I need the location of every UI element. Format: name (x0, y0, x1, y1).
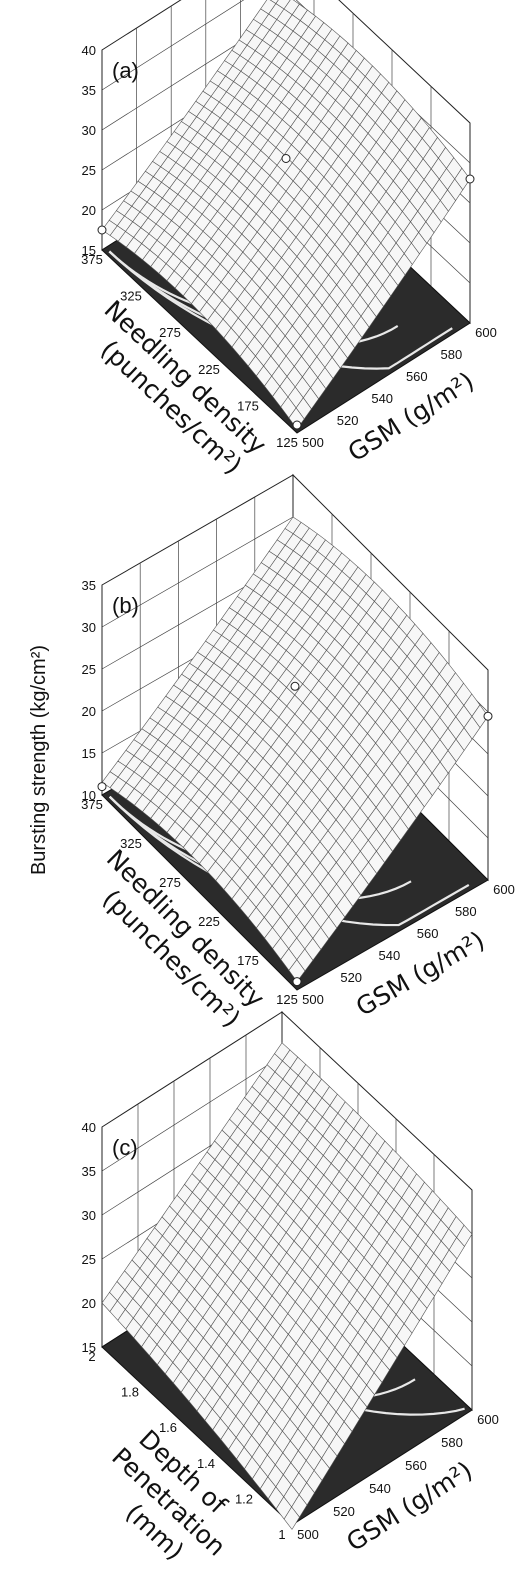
z-tick-label: 25 (82, 662, 96, 677)
x-tick-label: 1 (278, 1527, 285, 1542)
response-surface (101, 516, 489, 983)
z-tick-label: 15 (82, 243, 96, 258)
y-tick-label: 500 (302, 435, 324, 450)
surface-cell (288, 959, 306, 983)
z-tick-label: 30 (82, 620, 96, 635)
panel-c: 15 20 25 30 35 40 2 1.8 1.6 1.4 1.2 1 500 520 540 560 58… (82, 1010, 499, 1566)
design-point (465, 174, 475, 184)
x-tick-label: 325 (120, 836, 142, 851)
x-tick-label: 1.4 (197, 1456, 215, 1471)
y-tick-label: 540 (371, 391, 393, 406)
design-point (290, 681, 300, 691)
z-tick-label: 25 (82, 163, 96, 178)
design-point (97, 782, 107, 792)
design-points (97, 681, 493, 987)
y-tick-label: 600 (493, 882, 515, 897)
response-surface (101, 1042, 473, 1530)
z-tick-label: 40 (82, 1120, 96, 1135)
y-tick-label: 500 (297, 1527, 319, 1542)
y-tick-label: 520 (340, 970, 362, 985)
y-tick-label: 560 (405, 1458, 427, 1473)
surface-cell (283, 1506, 300, 1530)
design-points (97, 154, 475, 430)
panel-label: (b) (112, 593, 139, 618)
y-tick-label: 560 (406, 369, 428, 384)
z-tick-label: 20 (82, 704, 96, 719)
x-tick-label: 275 (159, 875, 181, 890)
y-tick-label: 580 (441, 1435, 463, 1450)
design-point (483, 711, 493, 721)
x-tick-label: 325 (120, 289, 142, 304)
x-tick-label: 175 (237, 398, 259, 413)
z-tick-label: 35 (82, 1164, 96, 1179)
y-axis-ticks: 500 520 540 560 580 600 (302, 325, 497, 450)
x-tick-label: 125 (276, 435, 298, 450)
y-tick-label: 560 (417, 926, 439, 941)
x-axis-ticks: 2 1.8 1.6 1.4 1.2 1 (88, 1349, 285, 1542)
z-axis-ticks: 15 20 25 30 35 40 (82, 43, 96, 258)
x-tick-label: 375 (81, 797, 103, 812)
y-tick-label: 580 (455, 904, 477, 919)
x-tick-label: 275 (159, 325, 181, 340)
y-tick-label: 600 (475, 325, 497, 340)
z-axis-ticks: 10 15 20 25 30 35 (82, 578, 96, 803)
z-tick-label: 15 (82, 746, 96, 761)
z-tick-label: 30 (82, 123, 96, 138)
z-tick-label: 25 (82, 1252, 96, 1267)
y-tick-label: 580 (441, 347, 463, 362)
x-tick-label: 2 (88, 1349, 95, 1364)
x-tick-label: 125 (276, 992, 298, 1007)
y-tick-label: 600 (477, 1412, 499, 1427)
y-tick-label: 520 (337, 413, 359, 428)
x-tick-label: 1.6 (159, 1420, 177, 1435)
y-tick-label: 540 (369, 1481, 391, 1496)
z-tick-label: 20 (82, 1296, 96, 1311)
y-tick-label: 520 (333, 1504, 355, 1519)
design-point (97, 225, 107, 235)
x-tick-label: 225 (198, 914, 220, 929)
y-axis-ticks: 500 520 540 560 580 600 (297, 1412, 499, 1542)
x-tick-label: 225 (198, 362, 220, 377)
x-tick-label: 1.8 (121, 1385, 139, 1400)
z-axis-ticks: 15 20 25 30 35 40 (82, 1120, 96, 1355)
z-tick-label: 30 (82, 1208, 96, 1223)
z-tick-label: 15 (82, 1340, 96, 1355)
design-point (292, 977, 302, 987)
z-tick-label: 40 (82, 43, 96, 58)
response-surface (101, 0, 471, 430)
y-axis-ticks: 500 520 540 560 580 600 (302, 882, 515, 1007)
design-point (292, 420, 302, 430)
x-tick-label: 375 (81, 252, 103, 267)
z-tick-label: 35 (82, 578, 96, 593)
panel-label: (a) (112, 58, 139, 83)
x-tick-label: 1.2 (235, 1491, 253, 1506)
x-tick-label: 175 (237, 953, 259, 968)
z-tick-label: 35 (82, 83, 96, 98)
x-axis-ticks: 375 325 275 225 175 125 (81, 252, 298, 450)
z-tick-label: 10 (82, 788, 96, 803)
x-axis-ticks: 375 325 275 225 175 125 (81, 797, 298, 1007)
figure-ylabel: Bursting strength (kg/cm²) (28, 645, 50, 875)
y-tick-label: 500 (302, 992, 324, 1007)
panel-label: (c) (112, 1135, 138, 1160)
design-point (281, 154, 291, 163)
y-tick-label: 540 (379, 948, 401, 963)
z-tick-label: 20 (82, 203, 96, 218)
